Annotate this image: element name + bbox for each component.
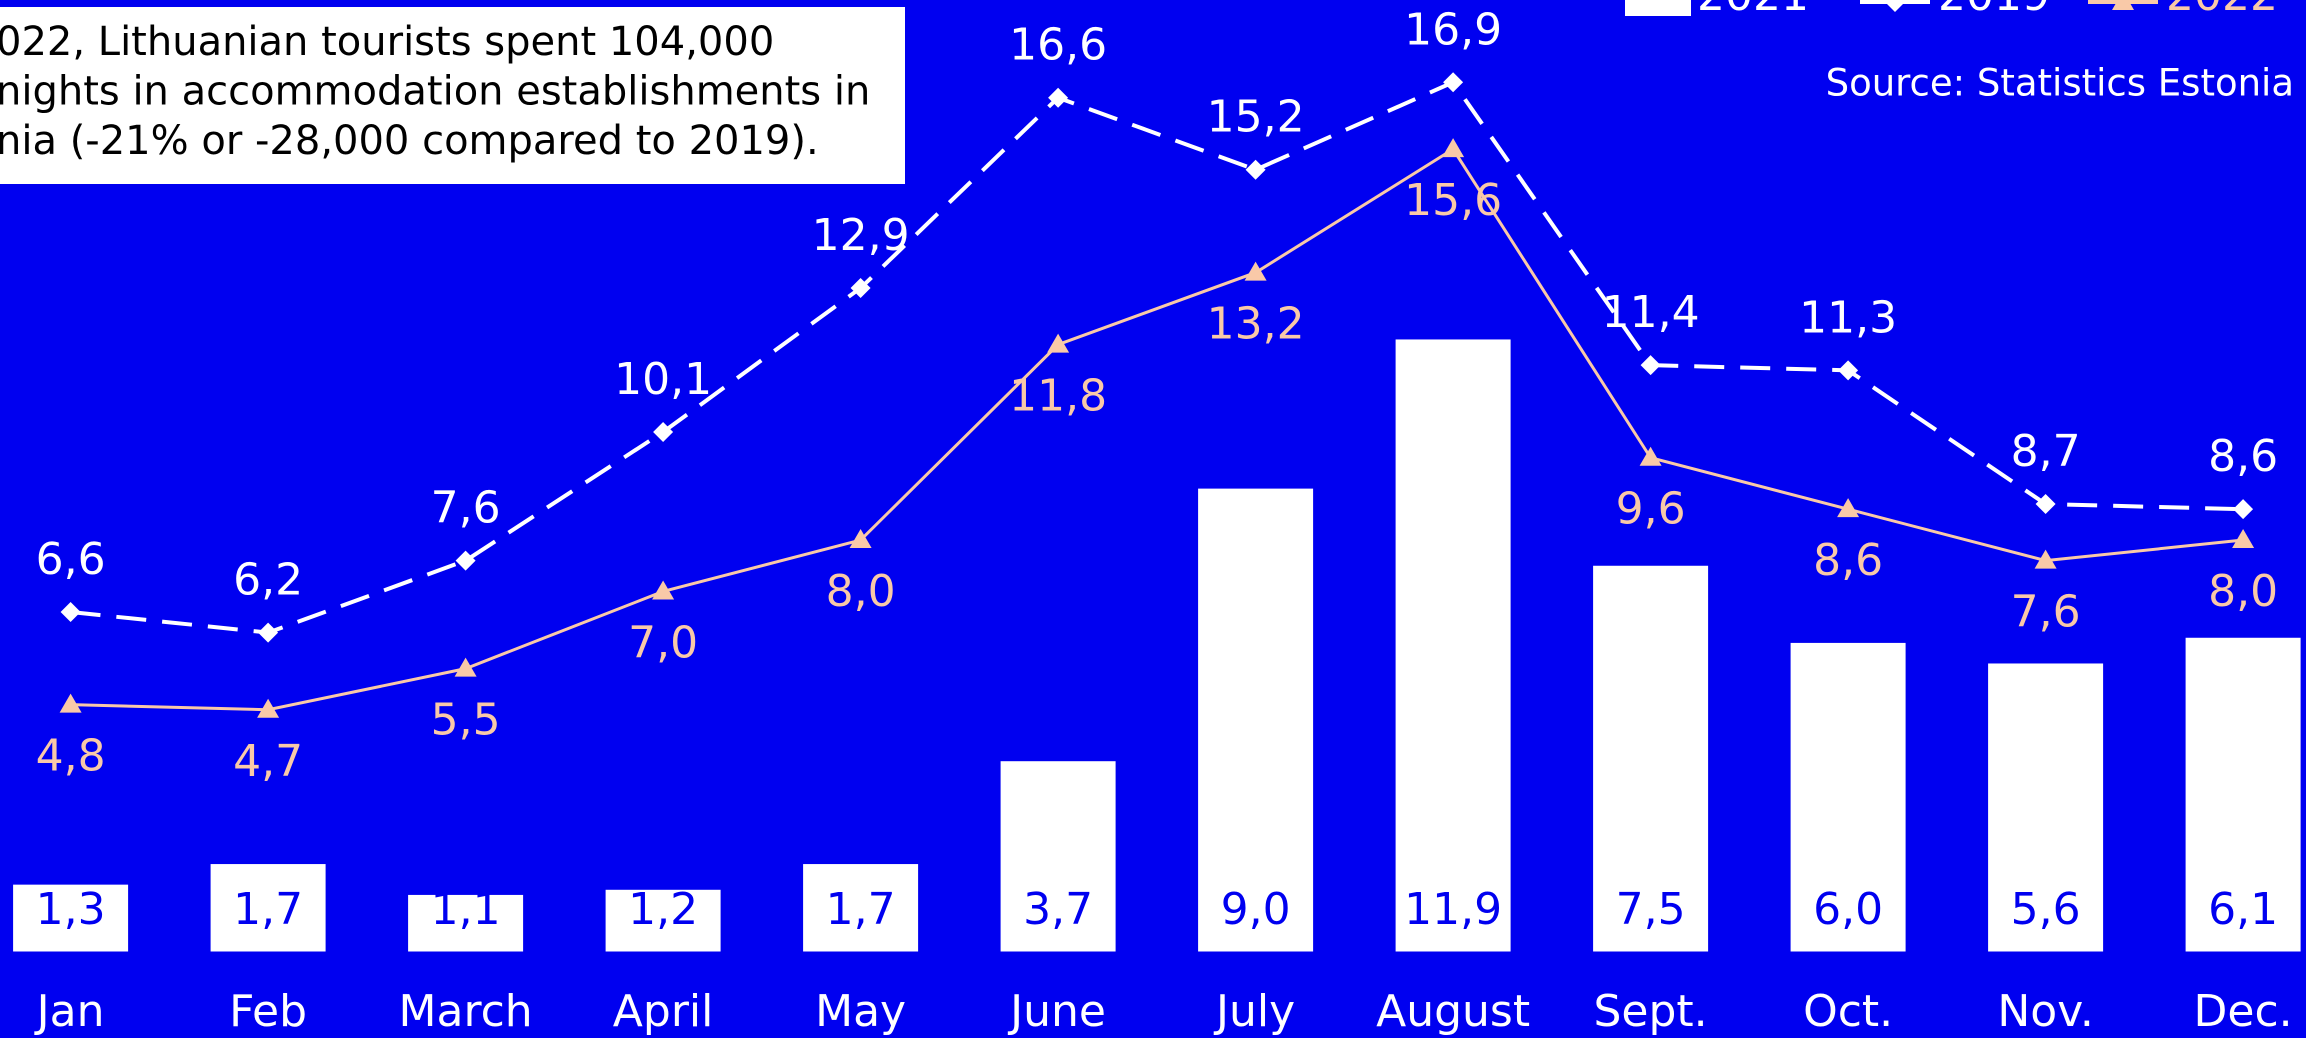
marker — [652, 580, 675, 600]
point-label: 5,5 — [431, 695, 501, 746]
point-label: 7,6 — [431, 483, 501, 534]
marker — [1048, 87, 1069, 108]
point-label: 7,6 — [2011, 587, 2081, 638]
point-label: 4,7 — [233, 736, 303, 787]
bar — [210, 864, 326, 952]
marker — [850, 278, 871, 299]
bar-label: 1,3 — [36, 884, 106, 935]
point-label: 6,2 — [233, 555, 303, 606]
point-label: 8,0 — [2208, 566, 2278, 617]
x-tick-label: Sept. — [1594, 986, 1708, 1037]
annotation-text: 022, Lithuanian tourists spent 104,000 — [0, 19, 774, 65]
marker — [1047, 333, 1070, 353]
bar-label: 3,7 — [1023, 884, 1093, 935]
x-tick-label: June — [1007, 986, 1106, 1037]
marker — [1244, 261, 1267, 281]
point-label: 9,6 — [1616, 484, 1686, 535]
marker — [257, 698, 280, 718]
marker — [1640, 355, 1661, 376]
point-label: 8,6 — [2208, 431, 2278, 482]
x-tick-label: Feb — [229, 986, 307, 1037]
marker — [1442, 138, 1465, 158]
annotation-box — [0, 7, 905, 184]
point-label: 11,8 — [1009, 371, 1107, 422]
bar — [1395, 339, 1511, 952]
bar-label: 6,1 — [2208, 884, 2278, 935]
bar — [605, 889, 721, 952]
marker — [2233, 499, 2254, 520]
marker — [455, 550, 476, 571]
marker — [2035, 494, 2056, 515]
x-tick-label: Jan — [34, 986, 105, 1037]
legend-label: 2021 — [1697, 0, 1809, 21]
marker — [1837, 498, 1860, 518]
legend-label: 2019 — [1938, 0, 2050, 21]
line — [70, 79, 2244, 635]
annotation-text: nia (-21% or -28,000 compared to 2019). — [0, 118, 819, 164]
bar — [1790, 642, 1906, 952]
point-label: 7,0 — [628, 617, 698, 668]
bar-label: 1,1 — [431, 884, 501, 935]
point-label: 12,9 — [812, 210, 910, 261]
marker — [60, 602, 81, 623]
point-label: 8,0 — [826, 566, 896, 617]
bar-label: 6,0 — [1813, 884, 1883, 935]
marker — [2232, 529, 2255, 549]
marker — [1639, 446, 1662, 466]
x-tick-label: Dec. — [2194, 986, 2293, 1037]
x-tick-label: July — [1213, 986, 1295, 1037]
point-label: 8,7 — [2011, 426, 2081, 477]
point-label: 11,3 — [1799, 292, 1897, 343]
bar-label: 1,7 — [826, 884, 896, 935]
bar — [1000, 761, 1116, 952]
marker — [1245, 159, 1266, 180]
legend-marker — [1885, 0, 1905, 12]
x-tick-label: March — [399, 986, 533, 1037]
bar-label: 9,0 — [1221, 884, 1291, 935]
legend-swatch — [1625, 0, 1691, 16]
legend-marker — [2112, 0, 2134, 10]
marker — [2034, 549, 2057, 569]
marker — [59, 693, 82, 713]
x-tick-label: Oct. — [1803, 986, 1893, 1037]
bar-label: 11,9 — [1404, 884, 1502, 935]
point-label: 15,6 — [1404, 175, 1502, 226]
bar-label: 1,7 — [233, 884, 303, 935]
point-label: 15,2 — [1207, 92, 1305, 143]
point-label: 11,4 — [1602, 287, 1700, 338]
point-label: 16,9 — [1404, 4, 1502, 55]
marker — [454, 657, 477, 677]
point-label: 8,6 — [1813, 535, 1883, 586]
point-label: 13,2 — [1207, 299, 1305, 350]
marker — [849, 529, 872, 549]
marker — [1838, 360, 1859, 381]
point-label: 16,6 — [1009, 20, 1107, 71]
bar — [408, 894, 524, 952]
point-label: 10,1 — [614, 354, 712, 405]
x-tick-label: Nov. — [1997, 986, 2093, 1037]
marker — [1443, 72, 1464, 93]
source: Source: Statistics Estonia — [1826, 62, 2294, 105]
bar-label: 7,5 — [1616, 884, 1686, 935]
line — [70, 147, 2244, 712]
point-label: 6,6 — [36, 534, 106, 585]
bar — [13, 884, 129, 952]
bar-label: 1,2 — [628, 884, 698, 935]
x-tick-label: May — [815, 986, 906, 1037]
annotation-text: nights in accommodation establishments i… — [0, 69, 870, 115]
bar — [2185, 637, 2301, 952]
x-tick-label: April — [613, 986, 714, 1037]
bar — [803, 864, 919, 952]
point-label: 4,8 — [36, 731, 106, 782]
bar — [1988, 663, 2104, 952]
bar — [1198, 488, 1314, 952]
x-tick-label: August — [1376, 986, 1530, 1037]
legend-label: 2022 — [2166, 0, 2278, 21]
marker — [653, 422, 674, 443]
bar — [1593, 565, 1709, 952]
bar-label: 5,6 — [2011, 884, 2081, 935]
marker — [258, 622, 279, 643]
